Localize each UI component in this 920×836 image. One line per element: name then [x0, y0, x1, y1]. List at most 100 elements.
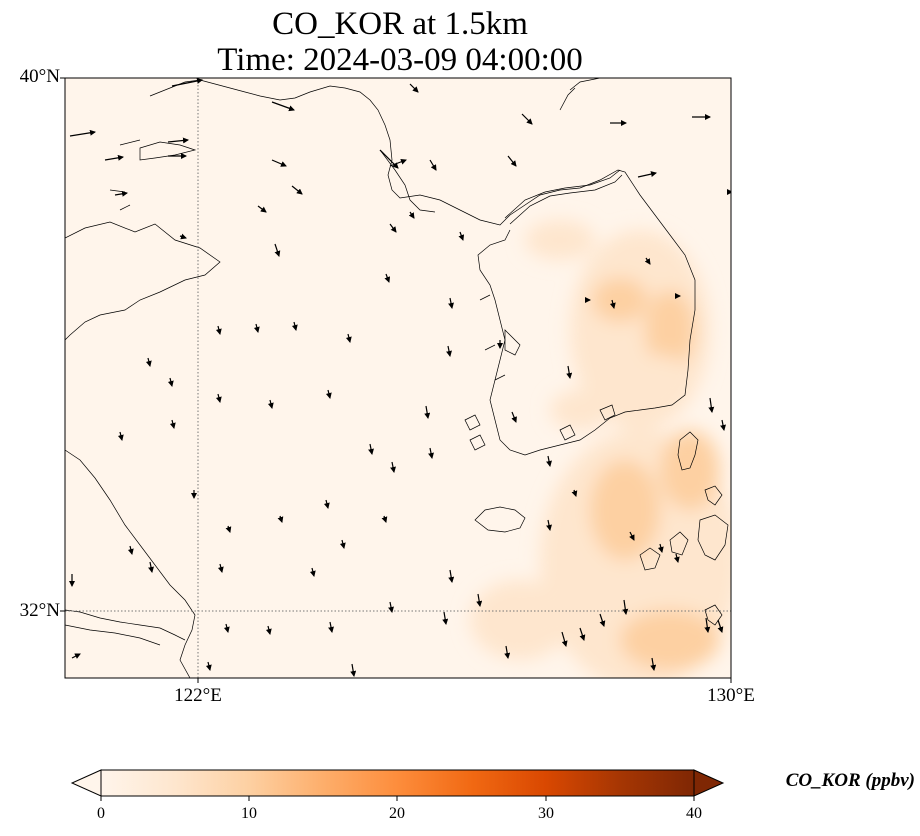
wind-vector-arrow — [217, 563, 224, 573]
wind-vector-arrow — [637, 171, 657, 178]
wind-vector-arrow — [215, 325, 222, 335]
wind-vector-arrow — [579, 627, 586, 641]
wind-vector-arrow — [267, 399, 274, 409]
wind-vector-arrow — [71, 653, 81, 659]
wind-vector-arrow — [507, 155, 517, 167]
wind-vector-arrow — [408, 211, 415, 219]
wind-vector-arrow — [328, 621, 334, 633]
wind-vector-arrow — [476, 593, 483, 607]
wind-vector-arrow — [167, 377, 174, 387]
wind-vector-arrow — [277, 515, 284, 523]
wind-vector-arrow — [561, 631, 568, 647]
wind-vector-arrow — [325, 389, 332, 399]
wind-vector-arrow — [622, 599, 629, 615]
wind-vector-arrow — [409, 83, 419, 93]
wind-vector-arrow — [223, 623, 230, 633]
wind-vector-arrow — [458, 231, 465, 241]
gridlines — [65, 78, 731, 678]
colorbar-tick-10: 10 — [241, 805, 257, 822]
wind-vector-arrow — [629, 531, 635, 541]
wind-vector-arrow — [225, 525, 232, 533]
colorbar — [70, 769, 725, 801]
wind-vector-arrow — [384, 273, 391, 283]
wind-vector-arrow — [546, 455, 552, 467]
axis-ticks — [60, 77, 732, 683]
wind-vector-arrow — [350, 663, 357, 677]
wind-vector-arrow — [546, 519, 552, 531]
wind-vector-arrow — [271, 101, 295, 112]
wind-vector-arrow — [673, 553, 680, 563]
map-title-line2: Time: 2024-03-09 04:00:00 — [217, 42, 583, 78]
wind-vector-arrow — [104, 154, 124, 161]
colorbar-tick-0: 0 — [97, 805, 105, 822]
lat-label-32n: 32°N — [19, 600, 60, 621]
wind-vector-arrow — [609, 299, 616, 309]
wind-vector-arrow — [309, 567, 316, 577]
wind-vector-arrow — [274, 243, 281, 257]
wind-vector-arrow — [171, 78, 203, 87]
wind-vector-arrow — [265, 625, 272, 635]
wind-vector-arrow — [169, 419, 176, 429]
wind-vector-arrow — [571, 489, 578, 497]
wind-vector-arrow — [446, 345, 452, 357]
wind-vector-arrow — [521, 113, 533, 125]
wind-vector-arrow — [179, 233, 187, 240]
wind-vector-arrow — [650, 657, 657, 671]
wind-vector-arrow — [114, 190, 128, 197]
wind-vector-arrow — [566, 365, 573, 379]
colorbar-tick-30: 30 — [538, 805, 554, 822]
wind-vector-arrow — [215, 393, 222, 403]
wind-vector-arrow — [388, 601, 394, 613]
colorbar-extend-high — [693, 769, 725, 797]
wind-vector-arrow — [448, 297, 454, 309]
wind-vector-arrow — [291, 185, 303, 195]
wind-vector-arrow — [381, 515, 388, 523]
wind-vector-arrow — [424, 405, 431, 419]
wind-vector-arrow — [379, 149, 399, 169]
colorbar-title: CO_KOR (ppbv) — [785, 770, 915, 791]
wind-vector-arrow — [345, 333, 352, 343]
wind-vector-arrow — [145, 357, 152, 367]
wind-vector-arrow — [429, 159, 437, 171]
coastlines — [65, 78, 729, 678]
wind-vectors — [69, 78, 731, 677]
wind-vector-arrow — [257, 205, 267, 213]
wind-vector-arrow — [717, 619, 724, 633]
wind-vector-arrow — [148, 561, 154, 573]
wind-vector-arrow — [127, 545, 134, 555]
wind-vector-arrow — [428, 447, 434, 459]
wind-vector-arrow — [504, 645, 511, 659]
wind-vector-arrow — [167, 137, 189, 144]
wind-vector-arrow — [253, 323, 260, 333]
wind-vector-arrow — [117, 431, 124, 441]
wind-vector-arrow — [389, 158, 407, 167]
wind-vector-arrow — [448, 569, 455, 583]
wind-vector-arrow — [390, 461, 396, 473]
wind-vector-arrow — [704, 617, 711, 633]
wind-vector-arrow — [368, 443, 374, 455]
wind-vector-arrow — [657, 543, 664, 553]
lon-label-130e: 130°E — [707, 685, 755, 706]
wind-vector-arrow — [511, 411, 517, 423]
wind-vector-arrow — [271, 159, 287, 167]
wind-vector-arrow — [644, 257, 651, 265]
wind-vector-arrow — [389, 223, 397, 233]
colorbar-tick-20: 20 — [389, 805, 405, 822]
wind-vector-arrow — [720, 419, 726, 431]
wind-vector-arrow — [323, 499, 330, 509]
lat-label-40n: 40°N — [19, 66, 60, 87]
wind-vector-arrow — [442, 611, 449, 625]
lon-label-122e: 122°E — [174, 685, 222, 706]
wind-vector-arrow — [599, 613, 606, 627]
wind-vector-arrow — [339, 539, 346, 549]
map-title-line1: CO_KOR at 1.5km — [272, 6, 528, 42]
wind-vector-arrow — [291, 321, 298, 331]
wind-vector-arrow — [708, 397, 715, 413]
co-concentration-field — [470, 220, 731, 678]
wind-vector-arrow — [69, 129, 96, 137]
wind-vector-arrow — [205, 661, 212, 671]
map-frame — [64, 77, 732, 679]
colorbar-tick-40: 40 — [686, 805, 702, 822]
colorbar-extend-low — [70, 769, 102, 797]
